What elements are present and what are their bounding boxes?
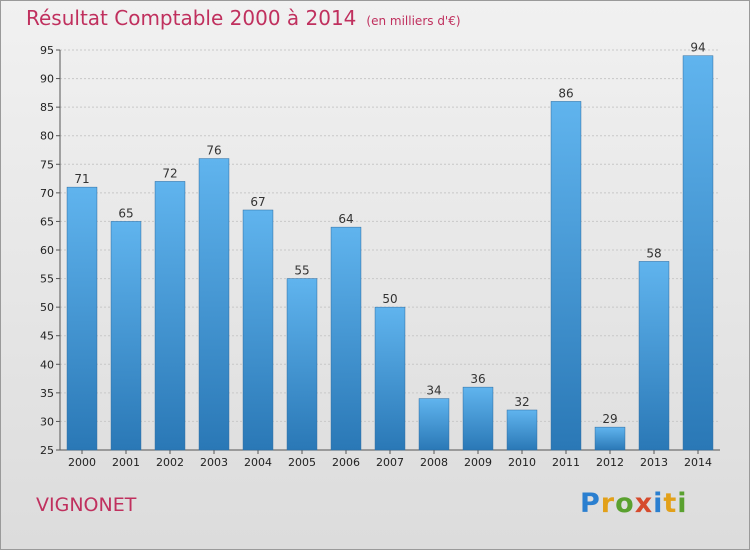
x-tick-label-2008: 2008 (420, 456, 448, 469)
x-tick-label-2000: 2000 (68, 456, 96, 469)
logo-letter-5: t (663, 488, 677, 519)
x-tick-label-2006: 2006 (332, 456, 360, 469)
data-label-2004: 67 (250, 195, 265, 209)
x-tick-label-2002: 2002 (156, 456, 184, 469)
data-label-2002: 72 (162, 166, 177, 180)
commune-name: VIGNONET (36, 494, 136, 516)
logo-letter-4: i (653, 488, 663, 519)
bar-2007[interactable] (375, 307, 405, 450)
logo-letter-0: P (580, 488, 601, 519)
bar-2002[interactable] (155, 181, 185, 450)
data-label-2013: 58 (646, 246, 661, 260)
bar-chart: 25 30 35 40 45 50 55 60 65 70 75 80 85 90 95 2000 71 200… (0, 0, 750, 550)
y-tick-label-60: 60 (40, 244, 54, 257)
x-tick-label-2004: 2004 (244, 456, 272, 469)
bar-2011[interactable] (551, 101, 581, 450)
logo-letter-3: x (635, 488, 653, 519)
y-tick-label-65: 65 (40, 215, 54, 228)
data-label-2003: 76 (206, 144, 221, 158)
bar-2010[interactable] (507, 410, 537, 450)
x-tick-label-2009: 2009 (464, 456, 492, 469)
bar-2005[interactable] (287, 279, 317, 450)
data-label-2014: 94 (690, 41, 705, 55)
y-tick-label-45: 45 (40, 330, 54, 343)
x-tick-label-2007: 2007 (376, 456, 404, 469)
data-label-2000: 71 (74, 172, 89, 186)
data-label-2001: 65 (118, 206, 133, 220)
data-label-2011: 86 (558, 86, 573, 100)
bar-2006[interactable] (331, 227, 361, 450)
y-tick-label-85: 85 (40, 101, 54, 114)
data-label-2005: 55 (294, 264, 309, 278)
bar-2013[interactable] (639, 261, 669, 450)
x-tick-label-2013: 2013 (640, 456, 668, 469)
y-tick-label-80: 80 (40, 130, 54, 143)
data-label-2006: 64 (338, 212, 353, 226)
y-tick-label-90: 90 (40, 73, 54, 86)
x-tick-label-2014: 2014 (684, 456, 712, 469)
bar-2000[interactable] (67, 187, 97, 450)
y-tick-label-25: 25 (40, 444, 54, 457)
y-tick-label-30: 30 (40, 415, 54, 428)
bar-2012[interactable] (595, 427, 625, 450)
data-label-2007: 50 (382, 292, 397, 306)
bar-2004[interactable] (243, 210, 273, 450)
bar-2014[interactable] (683, 56, 713, 450)
x-tick-label-2001: 2001 (112, 456, 140, 469)
logo-letter-1: r (601, 488, 615, 519)
y-tick-label-55: 55 (40, 273, 54, 286)
x-tick-label-2010: 2010 (508, 456, 536, 469)
logo-letter-2: o (615, 488, 635, 519)
y-tick-label-95: 95 (40, 44, 54, 57)
y-tick-label-35: 35 (40, 387, 54, 400)
proxiti-logo[interactable]: Proxiti (580, 488, 688, 519)
y-tick-label-70: 70 (40, 187, 54, 200)
bar-2008[interactable] (419, 399, 449, 450)
bar-2001[interactable] (111, 221, 141, 450)
bars (67, 56, 713, 450)
y-tick-label-40: 40 (40, 358, 54, 371)
x-tick-label-2003: 2003 (200, 456, 228, 469)
y-tick-label-75: 75 (40, 158, 54, 171)
bar-2009[interactable] (463, 387, 493, 450)
bar-2003[interactable] (199, 159, 229, 450)
y-tick-label-50: 50 (40, 301, 54, 314)
data-label-2010: 32 (514, 395, 529, 409)
x-tick-label-2011: 2011 (552, 456, 580, 469)
x-tick-label-2005: 2005 (288, 456, 316, 469)
x-tick-label-2012: 2012 (596, 456, 624, 469)
data-label-2012: 29 (602, 412, 617, 426)
data-label-2009: 36 (470, 372, 485, 386)
data-label-2008: 34 (426, 384, 441, 398)
logo-letter-6: i (677, 488, 687, 519)
